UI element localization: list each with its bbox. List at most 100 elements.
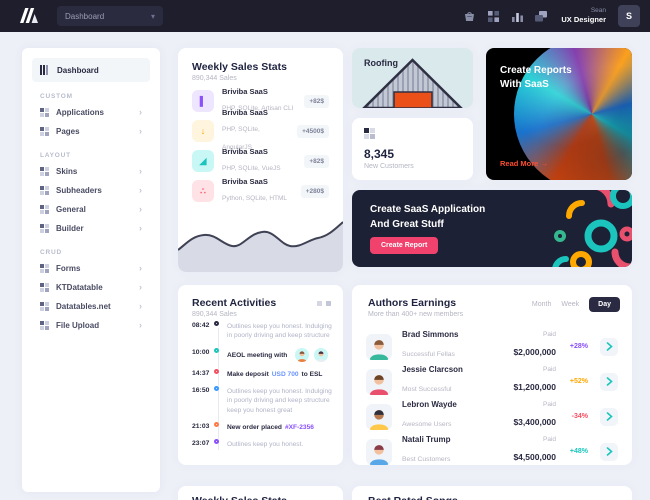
new-customers-label: New Customers	[364, 163, 414, 170]
tab-day[interactable]: Day	[589, 297, 620, 312]
new-customers-card[interactable]: 8,345 New Customers	[352, 118, 473, 180]
author-name: Jessie Clarcson	[402, 365, 463, 375]
table-row: Brad Simmons Successful Fellas Paid $2,000…	[352, 329, 632, 364]
roofing-card[interactable]: Roofing	[352, 48, 473, 108]
topbar-user-info[interactable]: Sean UX Designer	[561, 7, 606, 25]
author-subtitle: Successful Fellas	[402, 351, 455, 359]
sidebar-item-ktdatatable[interactable]: KTDatatable ›	[32, 278, 150, 297]
author-subtitle: Most Successful	[402, 386, 452, 394]
paid-label: Paid	[542, 436, 556, 444]
sidebar-item-subheaders[interactable]: Subheaders ›	[32, 181, 150, 200]
attendee-avatar[interactable]	[314, 348, 329, 363]
sidebar-item-builder[interactable]: Builder ›	[32, 219, 150, 238]
page-select-dropdown[interactable]: Dashboard ▾	[57, 6, 163, 26]
timeline-event: 10:00 AEOL meeting with	[192, 347, 337, 363]
planet-image	[514, 48, 632, 180]
card-subtitle: More than 400+ new members	[368, 311, 464, 318]
grid-icon[interactable]	[487, 10, 499, 22]
attendee-avatar[interactable]	[295, 348, 310, 363]
earnings-table: Brad Simmons Successful Fellas Paid $2,000…	[352, 329, 632, 465]
table-row: Jessie Clarcson Most Successful Paid $1,20…	[352, 364, 632, 399]
app-logo-icon[interactable]	[20, 8, 38, 23]
grid-icon	[40, 302, 49, 311]
table-row: Natali Trump Best Customers Paid $4,500,00…	[352, 434, 632, 465]
event-text: Outlines keep you honest. Indulging in p…	[227, 322, 332, 340]
grid-icon	[40, 108, 49, 117]
sidebar: Dashboard CUSTOM Applications › Pages › …	[22, 48, 160, 492]
create-report-button[interactable]: Create Report	[370, 237, 439, 254]
delta-badge: +82$	[304, 154, 329, 168]
product-icon: ▌	[192, 90, 214, 112]
chevron-right-icon: ›	[139, 166, 142, 176]
card-title-line1: Create Reports	[500, 65, 572, 76]
delta-badge: +82$	[304, 94, 329, 108]
row-arrow-button[interactable]	[600, 372, 618, 391]
product-name: Briviba SaaS	[222, 147, 268, 157]
recent-activities-card: Recent Activities 890,344 Sales 08:42 Ou…	[178, 285, 343, 465]
sidebar-item-label: Subheaders	[56, 186, 102, 195]
delta-badge: +280$	[300, 184, 329, 198]
sales-area-chart	[178, 221, 343, 272]
activity-timeline: 08:42 Outlines keep you honest. Indulgin…	[192, 321, 337, 456]
sidebar-item-forms[interactable]: Forms ›	[32, 259, 150, 278]
card-title: Authors Earnings	[368, 297, 457, 309]
sidebar-item-applications[interactable]: Applications ›	[32, 103, 150, 122]
sidebar-item-datatables-net[interactable]: Datatables.net ›	[32, 297, 150, 316]
paid-amount: $3,400,000	[513, 417, 556, 428]
product-name: Briviba SaaS	[222, 177, 268, 187]
event-link[interactable]: #XF-2356	[284, 423, 314, 431]
weekly-sales-stats-card-2: Weekly Sales Stats	[178, 486, 343, 500]
grid-icon	[40, 167, 49, 176]
row-arrow-button[interactable]	[600, 407, 618, 426]
author-avatar	[366, 368, 392, 395]
sidebar-item-label: Skins	[56, 167, 78, 176]
chevron-right-icon: ›	[139, 107, 142, 117]
sales-list-item[interactable]: ▌ Briviba SaaS PHP, SQLite, Artisan CLI +…	[192, 87, 329, 112]
read-more-link[interactable]: Read More →	[500, 159, 548, 168]
event-time: 14:37	[192, 370, 210, 378]
sidebar-item-dashboard[interactable]: Dashboard	[32, 58, 150, 82]
event-bullet	[214, 386, 219, 392]
sidebar-item-pages[interactable]: Pages ›	[32, 122, 150, 141]
basket-icon[interactable]	[463, 10, 475, 22]
row-arrow-button[interactable]	[600, 442, 618, 461]
grid-icon	[40, 205, 49, 214]
sales-list-item[interactable]: ∴ Briviba SaaS Python, SQLite, HTML +280$	[192, 177, 329, 202]
sidebar-item-general[interactable]: General ›	[32, 200, 150, 219]
best-rated-songs-card: Best Rated Songs	[352, 486, 632, 500]
card-title: Roofing	[364, 58, 398, 68]
sidebar-section-layout: LAYOUT	[40, 152, 71, 159]
sidebar-item-label: Forms	[56, 264, 81, 273]
event-time: 23:07	[192, 440, 210, 448]
event-link[interactable]: USD 700	[271, 370, 299, 378]
doodle-decoration	[552, 190, 632, 267]
card-subtitle: 890,344 Sales	[192, 75, 237, 82]
sidebar-item-skins[interactable]: Skins ›	[32, 162, 150, 181]
user-role: UX Designer	[561, 15, 606, 25]
chart-bars-icon[interactable]	[511, 10, 523, 22]
timeline-event: 23:07 Outlines keep you honest.	[192, 439, 337, 449]
delta-badge: +4500$	[297, 124, 329, 138]
layers-icon[interactable]	[535, 10, 548, 22]
tab-week[interactable]: Week	[561, 301, 580, 308]
paid-label: Paid	[542, 366, 556, 374]
sidebar-item-file-upload[interactable]: File Upload ›	[32, 316, 150, 335]
tab-month[interactable]: Month	[531, 301, 552, 308]
grid-icon	[364, 128, 375, 139]
chevron-right-icon: ›	[139, 223, 142, 233]
read-more-label: Read More	[500, 159, 539, 168]
event-text: AEOL meeting with	[227, 351, 288, 359]
new-customers-value: 8,345	[364, 147, 395, 161]
sales-list-item[interactable]: ◢ Briviba SaaS PHP, SQLite, VueJS +82$	[192, 147, 329, 172]
row-arrow-button[interactable]	[600, 337, 618, 356]
event-bullet	[214, 439, 219, 445]
chevron-right-icon: ›	[139, 204, 142, 214]
card-title: Recent Activities	[192, 297, 277, 309]
panel-options-icon[interactable]	[317, 301, 331, 306]
event-text: Outlines keep you honest. Indulging in p…	[227, 387, 332, 414]
product-icon: ↓	[192, 120, 214, 142]
user-avatar[interactable]: S	[618, 5, 640, 27]
sales-list-item[interactable]: ↓ Briviba SaaS PHP, SQLite, AngularJS +45…	[192, 108, 329, 151]
event-text: to ESL	[301, 370, 323, 378]
author-subtitle: Awesome Users	[402, 421, 452, 429]
